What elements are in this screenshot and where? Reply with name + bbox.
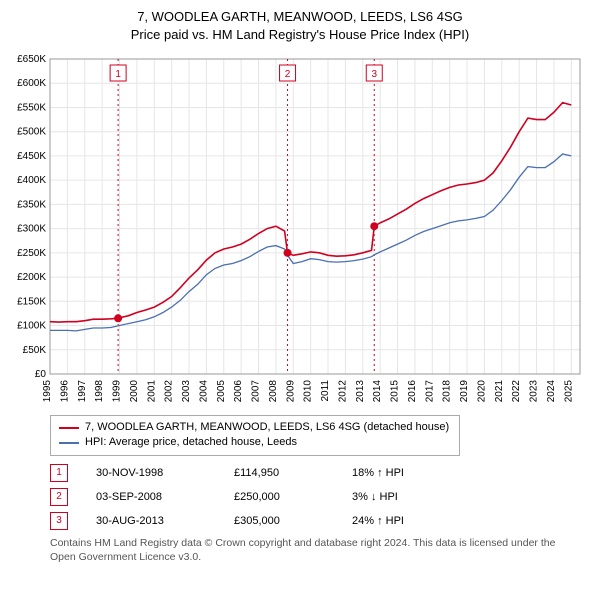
x-tick-label: 2023 — [529, 380, 540, 403]
events-table: 1 30-NOV-1998 £114,950 18% ↑ HPI 2 03-SEP-200… — [50, 464, 590, 530]
y-tick-label: £600K — [17, 78, 46, 89]
price-chart: £0 £50K £100K £150K £200K £250K £300K £350K £400… — [10, 49, 590, 409]
y-tick-label: £200K — [17, 272, 46, 283]
x-tick-label: 2009 — [285, 380, 296, 403]
event-number-box: 1 — [50, 464, 68, 482]
event-change: 3% ↓ HPI — [352, 491, 462, 503]
y-tick-label: £500K — [17, 127, 46, 138]
x-tick-label: 2002 — [164, 380, 175, 403]
legend-label: HPI: Average price, detached house, Leed… — [85, 435, 297, 450]
page-title-line1: 7, WOODLEA GARTH, MEANWOOD, LEEDS, LS6 4… — [10, 8, 590, 26]
y-tick-label: £350K — [17, 199, 46, 210]
event-price: £305,000 — [234, 515, 324, 527]
x-tick-label: 2017 — [424, 380, 435, 403]
y-tick-label: £450K — [17, 151, 46, 162]
event-date: 30-NOV-1998 — [96, 467, 206, 479]
legend-row: 7, WOODLEA GARTH, MEANWOOD, LEEDS, LS6 4… — [59, 420, 451, 435]
x-tick-label: 2001 — [146, 380, 157, 403]
x-tick-label: 2024 — [546, 380, 557, 403]
legend-row: HPI: Average price, detached house, Leed… — [59, 435, 451, 450]
y-tick-label: £50K — [23, 345, 47, 356]
x-tick-label: 2020 — [476, 380, 487, 403]
legend-swatch — [59, 442, 79, 444]
y-tick-label: £650K — [17, 54, 46, 65]
event-row: 2 03-SEP-2008 £250,000 3% ↓ HPI — [50, 488, 590, 506]
event-price: £250,000 — [234, 491, 324, 503]
x-tick-label: 2005 — [216, 380, 227, 403]
page-title-line2: Price paid vs. HM Land Registry's House … — [10, 26, 590, 44]
x-tick-label: 1999 — [112, 380, 123, 403]
x-tick-label: 2019 — [459, 380, 470, 403]
x-tick-label: 2003 — [181, 380, 192, 403]
x-tick-label: 2022 — [511, 380, 522, 403]
x-tick-label: 2006 — [233, 380, 244, 403]
event-price: £114,950 — [234, 467, 324, 479]
event-change: 24% ↑ HPI — [352, 515, 462, 527]
y-tick-label: £150K — [17, 296, 46, 307]
x-tick-label: 2010 — [303, 380, 314, 403]
event-marker-number: 2 — [285, 69, 291, 80]
x-tick-label: 2014 — [372, 380, 383, 403]
attribution-text: Contains HM Land Registry data © Crown c… — [50, 536, 570, 564]
x-tick-label: 2016 — [407, 380, 418, 403]
event-date: 30-AUG-2013 — [96, 515, 206, 527]
x-tick-label: 2013 — [355, 380, 366, 403]
event-marker-number: 3 — [371, 69, 377, 80]
x-tick-label: 2004 — [198, 380, 209, 403]
y-tick-label: £400K — [17, 175, 46, 186]
event-marker-number: 1 — [115, 69, 121, 80]
event-number-box: 3 — [50, 512, 68, 530]
event-date: 03-SEP-2008 — [96, 491, 206, 503]
y-tick-label: £100K — [17, 321, 46, 332]
x-tick-label: 2012 — [337, 380, 348, 403]
x-tick-label: 1995 — [42, 380, 53, 403]
x-tick-label: 2015 — [390, 380, 401, 403]
x-tick-label: 2011 — [320, 380, 331, 402]
x-tick-label: 2018 — [442, 380, 453, 403]
x-tick-label: 2008 — [268, 380, 279, 403]
x-tick-label: 2007 — [251, 380, 262, 403]
event-dot — [284, 249, 292, 257]
x-tick-label: 1996 — [59, 380, 70, 403]
event-row: 1 30-NOV-1998 £114,950 18% ↑ HPI — [50, 464, 590, 482]
y-tick-label: £0 — [35, 369, 47, 380]
legend-swatch — [59, 427, 79, 429]
event-dot — [370, 222, 378, 230]
y-tick-label: £550K — [17, 103, 46, 114]
y-tick-label: £300K — [17, 224, 46, 235]
x-tick-label: 1997 — [77, 380, 88, 403]
event-dot — [114, 314, 122, 322]
x-tick-label: 2000 — [129, 380, 140, 403]
x-tick-label: 2021 — [494, 380, 505, 403]
y-tick-label: £250K — [17, 248, 46, 259]
legend-label: 7, WOODLEA GARTH, MEANWOOD, LEEDS, LS6 4… — [85, 420, 449, 435]
x-tick-label: 1998 — [94, 380, 105, 403]
legend: 7, WOODLEA GARTH, MEANWOOD, LEEDS, LS6 4… — [50, 415, 460, 456]
event-number-box: 2 — [50, 488, 68, 506]
event-row: 3 30-AUG-2013 £305,000 24% ↑ HPI — [50, 512, 590, 530]
event-change: 18% ↑ HPI — [352, 467, 462, 479]
x-tick-label: 2025 — [563, 380, 574, 403]
